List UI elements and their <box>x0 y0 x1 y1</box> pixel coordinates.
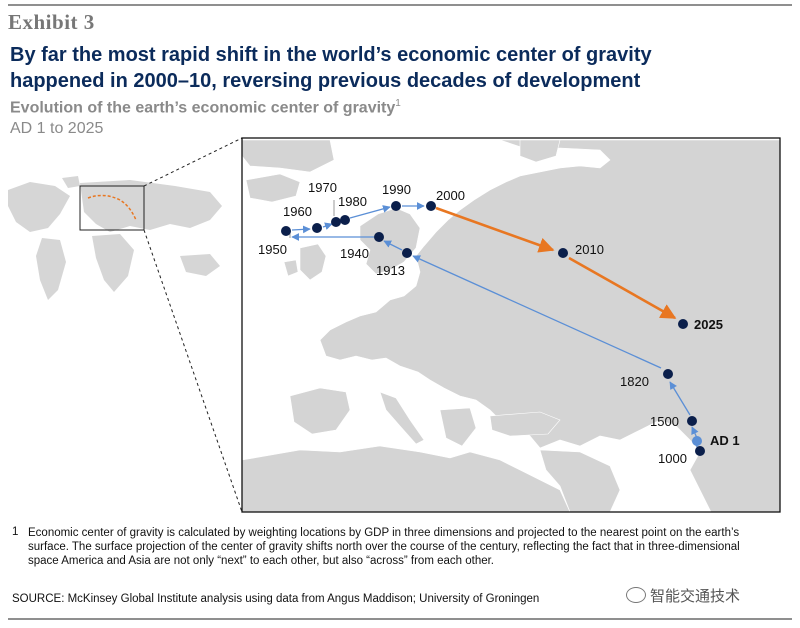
point-1990 <box>391 201 401 211</box>
minimap-africa <box>92 234 134 292</box>
world-minimap <box>8 176 222 300</box>
footnote-text: Economic center of gravity is calculated… <box>28 527 740 567</box>
zoom-connector-bottom <box>143 229 243 513</box>
point-1970 <box>331 217 341 227</box>
top-rule <box>8 4 792 6</box>
iberia <box>289 387 351 435</box>
point-label-1500: 1500 <box>650 414 679 429</box>
subtitle: Evolution of the earth’s economic center… <box>10 98 401 117</box>
point-label-2010: 2010 <box>575 242 604 257</box>
chat-bubble-icon <box>626 587 646 603</box>
minimap-greenland <box>62 176 80 188</box>
point-2025 <box>678 319 688 329</box>
point-1950 <box>281 226 291 236</box>
point-1820 <box>663 369 673 379</box>
point-label-1940: 1940 <box>340 246 369 261</box>
path-1913-1940 <box>383 240 403 251</box>
path-1950-1960 <box>291 225 311 234</box>
point-1940 <box>374 232 384 242</box>
arabia <box>539 449 621 512</box>
point-1500 <box>687 416 697 426</box>
path-1500-1820 <box>669 381 691 416</box>
minimap-south-america <box>36 238 66 300</box>
subtitle-text: Evolution of the earth’s economic center… <box>10 99 396 117</box>
point-label-1820: 1820 <box>620 374 649 389</box>
point-label-1960: 1960 <box>283 204 312 219</box>
path-1820-1913 <box>412 255 662 369</box>
subtitle-footnote-ref: 1 <box>395 98 401 109</box>
exhibit-label: Exhibit 3 <box>8 10 95 34</box>
point-label-2025: 2025 <box>694 317 723 332</box>
point-label-1913: 1913 <box>376 263 405 278</box>
britain <box>299 243 327 281</box>
balkans <box>439 407 477 447</box>
path-1960-1970 <box>322 222 333 230</box>
path-1980-1990 <box>349 205 391 219</box>
novaya-zemlya <box>519 139 561 163</box>
source-line: SOURCE: McKinsey Global Institute analys… <box>12 593 540 605</box>
iceland <box>245 173 301 203</box>
zoom-connector-top <box>143 137 243 187</box>
inset-frame <box>241 137 781 513</box>
point-label-2000: 2000 <box>436 188 465 203</box>
greenland <box>242 139 335 173</box>
bottom-rule <box>8 618 792 620</box>
point-label-1000: 1000 <box>658 451 687 466</box>
path-2010-2025 <box>568 256 677 320</box>
point-label-ad-1: AD 1 <box>710 433 740 448</box>
watermark-text: 智能交通技术 <box>650 588 741 605</box>
point-1913 <box>402 248 412 258</box>
inset-land <box>242 139 780 512</box>
map-figure: AD 1 1000 1500 1820 1913 1940 1950 1960 19701980… <box>8 137 781 513</box>
point-1980 <box>340 215 350 225</box>
anatolia <box>489 411 561 437</box>
point-label-1980: 1980 <box>338 194 367 209</box>
path-2000-2010 <box>435 206 555 253</box>
point-1960 <box>312 223 322 233</box>
point-label-1970: 1970 <box>308 180 337 195</box>
point-label-1990: 1990 <box>382 182 411 197</box>
title-line-2: happened in 2000–10, reversing previous … <box>10 70 641 92</box>
point-2000 <box>426 201 436 211</box>
point-1000 <box>695 446 705 456</box>
path-points: AD 1 1000 1500 1820 1913 1940 1950 1960 19701980… <box>258 180 740 466</box>
watermark: 智能交通技术 <box>622 584 745 607</box>
eurasia-landmass <box>319 139 780 512</box>
title-line-1: By far the most rapid shift in the world… <box>10 44 652 66</box>
italy <box>379 391 425 445</box>
minimap-path <box>87 194 137 221</box>
minimap-north-america <box>8 182 70 232</box>
minimap-eurasia <box>80 180 222 232</box>
period-label: AD 1 to 2025 <box>10 120 104 137</box>
ireland <box>283 259 299 277</box>
point-2010 <box>558 248 568 258</box>
point-ad-1 <box>692 436 702 446</box>
point-label-1950: 1950 <box>258 242 287 257</box>
recent-path <box>435 206 677 320</box>
historic-path <box>291 202 699 450</box>
footnote-number: 1 <box>12 526 19 538</box>
minimap-focus-box <box>79 185 145 231</box>
minimap-australia <box>180 254 220 276</box>
